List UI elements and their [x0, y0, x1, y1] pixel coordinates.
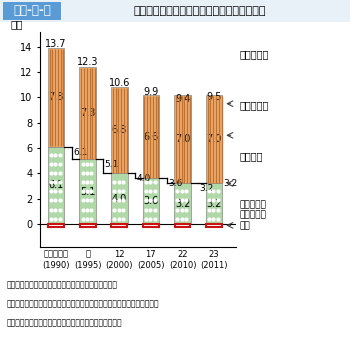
Bar [174, 183, 191, 224]
Text: 助金: 助金 [240, 221, 251, 230]
Y-axis label: 兆円: 兆円 [10, 19, 23, 29]
Text: 3.2: 3.2 [175, 199, 190, 209]
Text: 中間投入等: 中間投入等 [240, 100, 269, 110]
Text: 農業生産額: 農業生産額 [240, 49, 269, 59]
Text: スの費用）、固定資本減耗及び間接税の額の合計。: スの費用）、固定資本減耗及び間接税の額の合計。 [7, 318, 122, 328]
Text: 6.1: 6.1 [48, 180, 64, 190]
Bar [174, 95, 191, 183]
Bar [48, 147, 64, 224]
Bar [206, 183, 222, 224]
Text: 農業所得の: 農業所得の [240, 200, 267, 209]
Text: 農業所得: 農業所得 [240, 151, 263, 161]
Bar [80, 224, 96, 227]
Bar [143, 95, 159, 178]
Text: 図２-１-２: 図２-１-２ [13, 4, 51, 18]
Text: 4.0: 4.0 [136, 174, 150, 183]
Text: 農業生産額と農業所得（農業純生産）の推移: 農業生産額と農業所得（農業純生産）の推移 [134, 6, 266, 16]
Text: 7.0: 7.0 [206, 134, 222, 144]
Bar [48, 224, 64, 227]
Text: 13.7: 13.7 [45, 39, 67, 49]
Bar [79, 159, 96, 224]
Bar [111, 87, 127, 173]
Text: 7.0: 7.0 [175, 134, 190, 144]
Text: 12.3: 12.3 [77, 57, 98, 67]
Text: 6.8: 6.8 [112, 125, 127, 135]
Text: 注：「中間投入等」は、中間投入（生産に要した財（資材等）やサービ: 注：「中間投入等」は、中間投入（生産に要した財（資材等）やサービ [7, 299, 160, 308]
Text: 6.6: 6.6 [143, 132, 159, 142]
Text: 9.9: 9.9 [143, 88, 159, 97]
Text: 3.6: 3.6 [168, 180, 182, 188]
Bar [3, 2, 61, 20]
Bar [143, 178, 159, 224]
Bar [48, 48, 64, 147]
Text: 3.2: 3.2 [206, 199, 222, 209]
Text: 5.1: 5.1 [80, 187, 95, 197]
Bar [175, 224, 190, 227]
Text: 3.2: 3.2 [224, 179, 238, 188]
Bar [111, 173, 127, 224]
Text: うち経常補: うち経常補 [240, 211, 267, 220]
Text: 5.1: 5.1 [105, 160, 119, 169]
Bar [206, 95, 222, 183]
Text: 4.0: 4.0 [112, 194, 127, 204]
Bar [111, 224, 127, 227]
Text: 7.8: 7.8 [48, 92, 64, 102]
Text: 9.5: 9.5 [206, 92, 222, 103]
Text: 資料：農林水産省「農業・食料関連産業の経済計算」: 資料：農林水産省「農業・食料関連産業の経済計算」 [7, 280, 118, 289]
Text: 3.2: 3.2 [199, 184, 214, 194]
Text: 9.4: 9.4 [175, 94, 190, 104]
Text: 3.6: 3.6 [143, 196, 159, 206]
Bar [79, 67, 96, 159]
Bar [143, 224, 159, 227]
Text: 10.6: 10.6 [108, 78, 130, 89]
Text: 7.3: 7.3 [80, 108, 95, 118]
Text: 6.1: 6.1 [73, 148, 88, 157]
Bar [206, 224, 222, 227]
